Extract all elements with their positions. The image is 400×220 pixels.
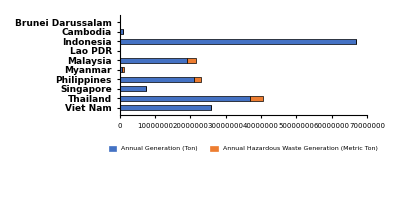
Bar: [120, 105, 212, 110]
Bar: [120, 38, 356, 44]
Bar: [120, 67, 122, 72]
Legend: Annual Generation (Ton), Annual Hazardous Waste Generation (Metric Ton): Annual Generation (Ton), Annual Hazardou…: [106, 143, 380, 154]
Bar: [120, 58, 187, 63]
Bar: [187, 58, 196, 63]
Bar: [120, 29, 123, 34]
Bar: [250, 96, 263, 101]
Bar: [120, 96, 250, 101]
Bar: [122, 67, 124, 72]
Bar: [120, 86, 146, 91]
Bar: [194, 77, 201, 82]
Bar: [120, 77, 194, 82]
